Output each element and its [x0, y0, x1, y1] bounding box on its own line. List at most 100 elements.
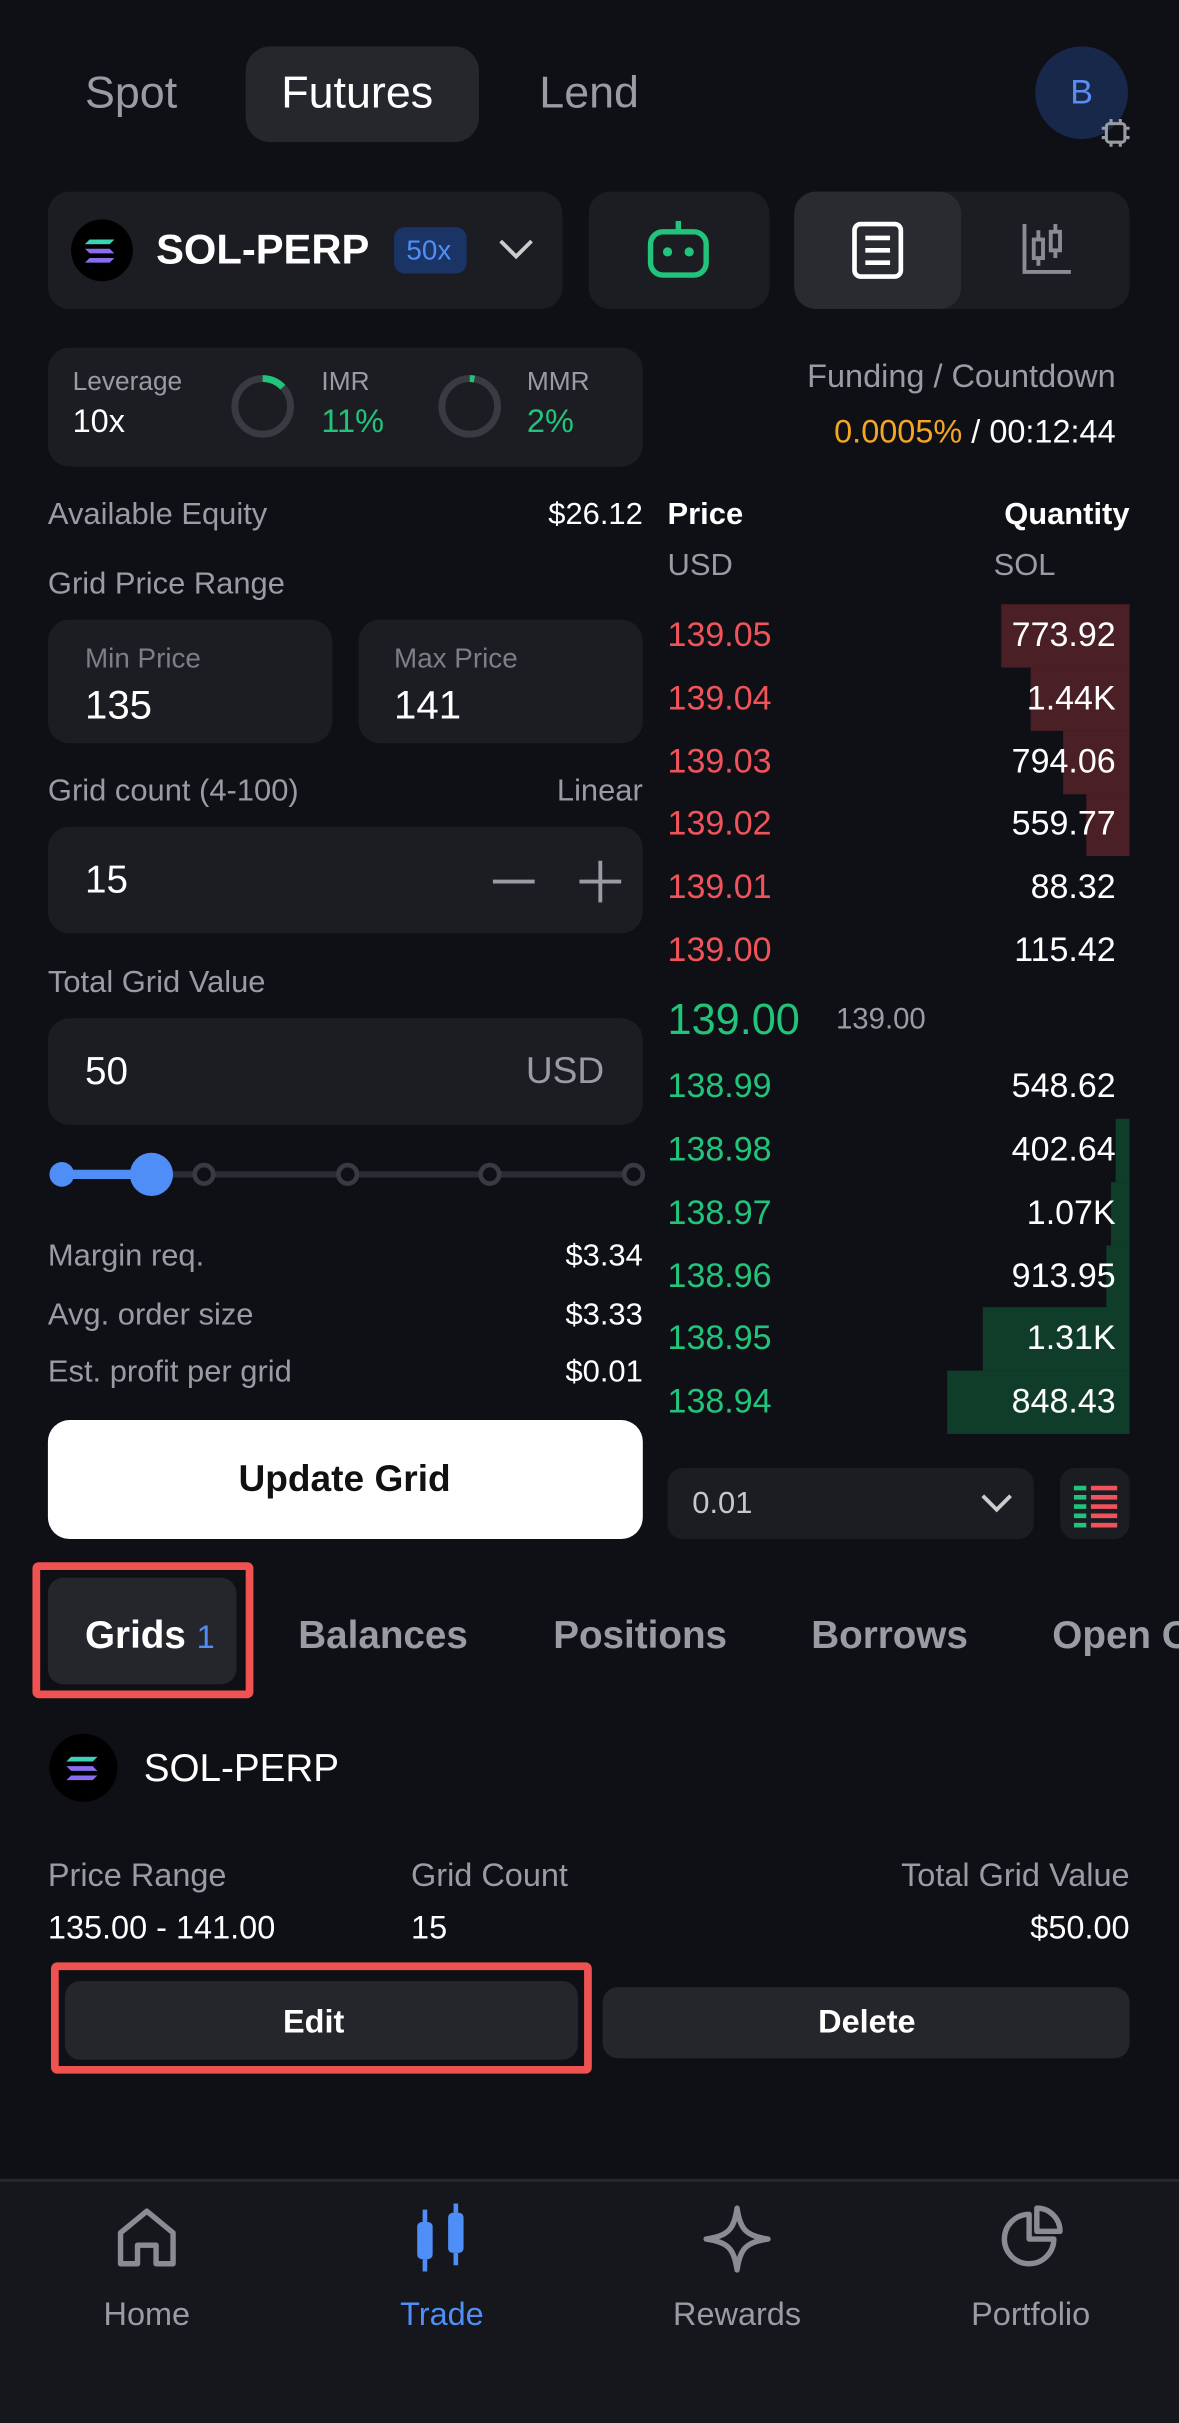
trade-icon: [417, 2203, 464, 2272]
bid-quantity: 913.95: [1011, 1256, 1116, 1295]
chip-icon: [1101, 118, 1130, 147]
mmr-ring: [438, 375, 502, 438]
bot-button[interactable]: [588, 191, 770, 310]
summary-value: $3.33: [565, 1297, 643, 1332]
depth-bar: [1111, 1182, 1130, 1246]
ask-quantity: 1.44K: [1026, 678, 1116, 717]
ob-unit: SOL: [993, 548, 1056, 583]
ask-quantity: 794.06: [1011, 741, 1116, 781]
label: Grid Price Range: [47, 567, 285, 602]
bid-price: 138.97: [667, 1192, 772, 1232]
tab[interactable]: Positions: [553, 1613, 728, 1658]
input-value: 135: [84, 681, 153, 728]
ob-header: Quantity: [1004, 497, 1130, 532]
stat-value: 11%: [321, 404, 384, 440]
tab[interactable]: Borrows: [811, 1613, 968, 1658]
summary-label: Margin req.: [47, 1239, 205, 1274]
highlight-box: [50, 1962, 592, 2074]
ask-quantity: 115.42: [1014, 930, 1116, 969]
max-price-input[interactable]: [358, 619, 643, 744]
grid-mode[interactable]: Linear: [556, 774, 643, 809]
separator: /: [971, 414, 981, 451]
chevron: [499, 239, 533, 260]
mid-price: 139.00: [667, 995, 800, 1044]
tab-label: Grids: [84, 1613, 186, 1658]
input-label: Min Price: [84, 642, 201, 674]
input-value: 141: [394, 681, 462, 728]
stat-label: MMR: [526, 366, 590, 397]
tab-count: 1: [196, 1620, 215, 1656]
portfolio-icon: [1001, 2205, 1063, 2267]
book-icon: [1073, 1485, 1118, 1528]
tab[interactable]: Lend: [539, 68, 639, 119]
funding-row: 0.0005% / 00:12:44: [834, 416, 1116, 448]
ask-price: 139.01: [667, 866, 772, 906]
tab-strip: Grids 1 Balances Positions Borrows Open …: [0, 1592, 1179, 1685]
highlight-box: [32, 1562, 254, 1699]
nav-label[interactable]: Home: [103, 2296, 191, 2333]
leverage-badge: 50x: [406, 234, 452, 266]
depth-bar: [947, 1370, 1130, 1434]
tab[interactable]: Futures: [281, 68, 434, 119]
home-icon: [117, 2208, 176, 2267]
card-label: Grid Count: [411, 1858, 568, 1894]
ob-unit: USD: [667, 548, 733, 583]
bid-quantity: 1.07K: [1026, 1192, 1116, 1232]
chart-icon[interactable]: [1020, 221, 1073, 277]
nav-label[interactable]: Portfolio: [971, 2296, 1091, 2333]
stat-value: 10x: [72, 404, 125, 440]
plus-button[interactable]: [579, 860, 622, 903]
delete-button[interactable]: [602, 1987, 1130, 2059]
tick-selector[interactable]: [667, 1467, 1034, 1540]
rewards-icon: [703, 2205, 771, 2273]
min-price-input[interactable]: [47, 619, 333, 744]
total-value-input[interactable]: [47, 1018, 643, 1125]
card-label: Price Range: [47, 1858, 227, 1894]
avatar-letter: B: [1070, 72, 1094, 112]
stat-label: Leverage: [72, 366, 183, 397]
card-value: $50.00: [1030, 1910, 1130, 1947]
bid-price: 138.95: [667, 1318, 772, 1357]
currency: USD: [525, 1050, 605, 1093]
button-label: Update Grid: [238, 1458, 451, 1501]
slider[interactable]: [0, 0, 1179, 1236]
depth-bar: [1001, 604, 1130, 668]
card-value: 135.00 - 141.00: [47, 1910, 276, 1947]
chevron: [981, 1494, 1012, 1513]
grid-count-input[interactable]: [47, 826, 643, 934]
ob-header: Price: [667, 497, 744, 532]
summary-value: $3.34: [565, 1239, 643, 1274]
card-value: 15: [411, 1910, 448, 1947]
stat-value: 2%: [526, 404, 574, 440]
tab[interactable]: Grids 1: [84, 1613, 215, 1658]
edit-button[interactable]: [64, 1980, 578, 2060]
robot-icon: [647, 220, 709, 278]
nav-label[interactable]: Rewards: [673, 2296, 802, 2333]
value: $26.12: [548, 497, 643, 532]
ask-price: 139.00: [667, 930, 772, 969]
summary-value: $0.01: [565, 1355, 643, 1390]
update-grid-button[interactable]: [47, 1420, 643, 1540]
tab[interactable]: Open Orders: [1052, 1613, 1179, 1658]
badge-bg: [394, 227, 467, 274]
stats-card: [47, 347, 643, 467]
minus-button[interactable]: [492, 879, 535, 884]
tick-size: 0.01: [692, 1486, 753, 1521]
label: Total Grid Value: [47, 965, 266, 1000]
input-label: Max Price: [394, 642, 518, 674]
ask-price: 139.04: [667, 678, 772, 717]
tab-active-bg: [47, 1577, 237, 1685]
funding-label: Funding / Countdown: [807, 359, 1116, 395]
tab[interactable]: Balances: [298, 1613, 468, 1658]
ask-price: 139.02: [667, 803, 772, 843]
ask-quantity: 88.32: [1030, 866, 1116, 906]
ask-price: 139.05: [667, 614, 772, 654]
market-selector[interactable]: [47, 191, 563, 310]
input-value: 15: [84, 858, 128, 902]
stat-label: IMR: [321, 366, 370, 397]
ask-price: 139.03: [667, 741, 772, 781]
tab[interactable]: Spot: [84, 68, 178, 119]
nav-label[interactable]: Trade: [400, 2296, 484, 2333]
depth-bar: [1063, 730, 1130, 795]
